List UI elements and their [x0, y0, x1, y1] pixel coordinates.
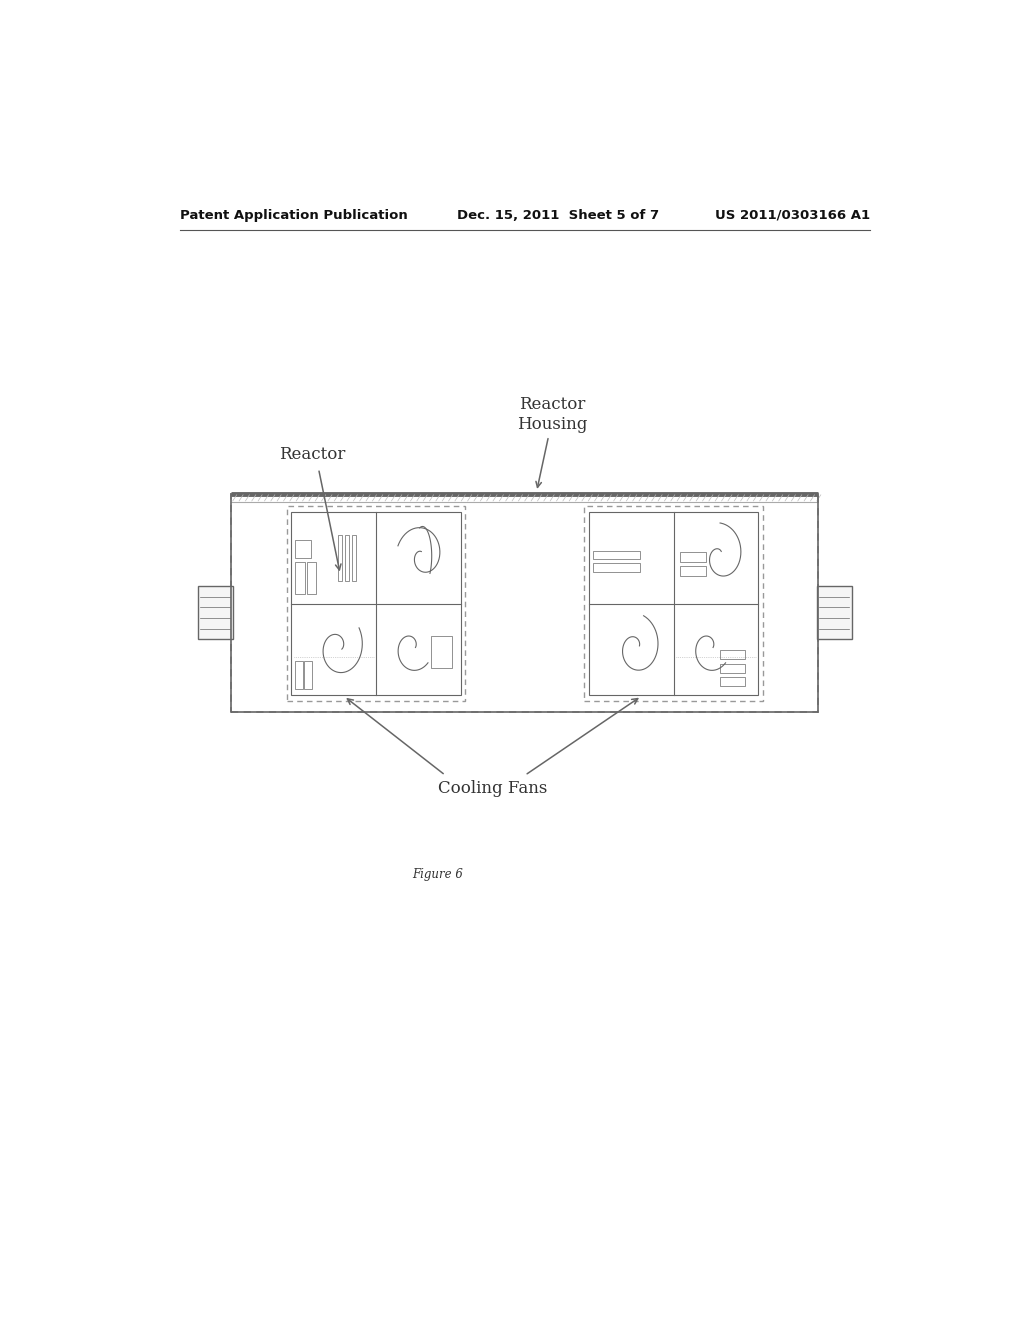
Text: US 2011/0303166 A1: US 2011/0303166 A1 — [715, 209, 870, 222]
FancyBboxPatch shape — [817, 586, 852, 639]
Text: Figure 6: Figure 6 — [412, 869, 463, 882]
Text: Dec. 15, 2011  Sheet 5 of 7: Dec. 15, 2011 Sheet 5 of 7 — [458, 209, 659, 222]
FancyBboxPatch shape — [198, 586, 232, 639]
Text: Reactor
Housing: Reactor Housing — [517, 396, 588, 433]
Text: Patent Application Publication: Patent Application Publication — [179, 209, 408, 222]
Text: Cooling Fans: Cooling Fans — [438, 780, 548, 797]
Text: Reactor: Reactor — [279, 446, 345, 463]
